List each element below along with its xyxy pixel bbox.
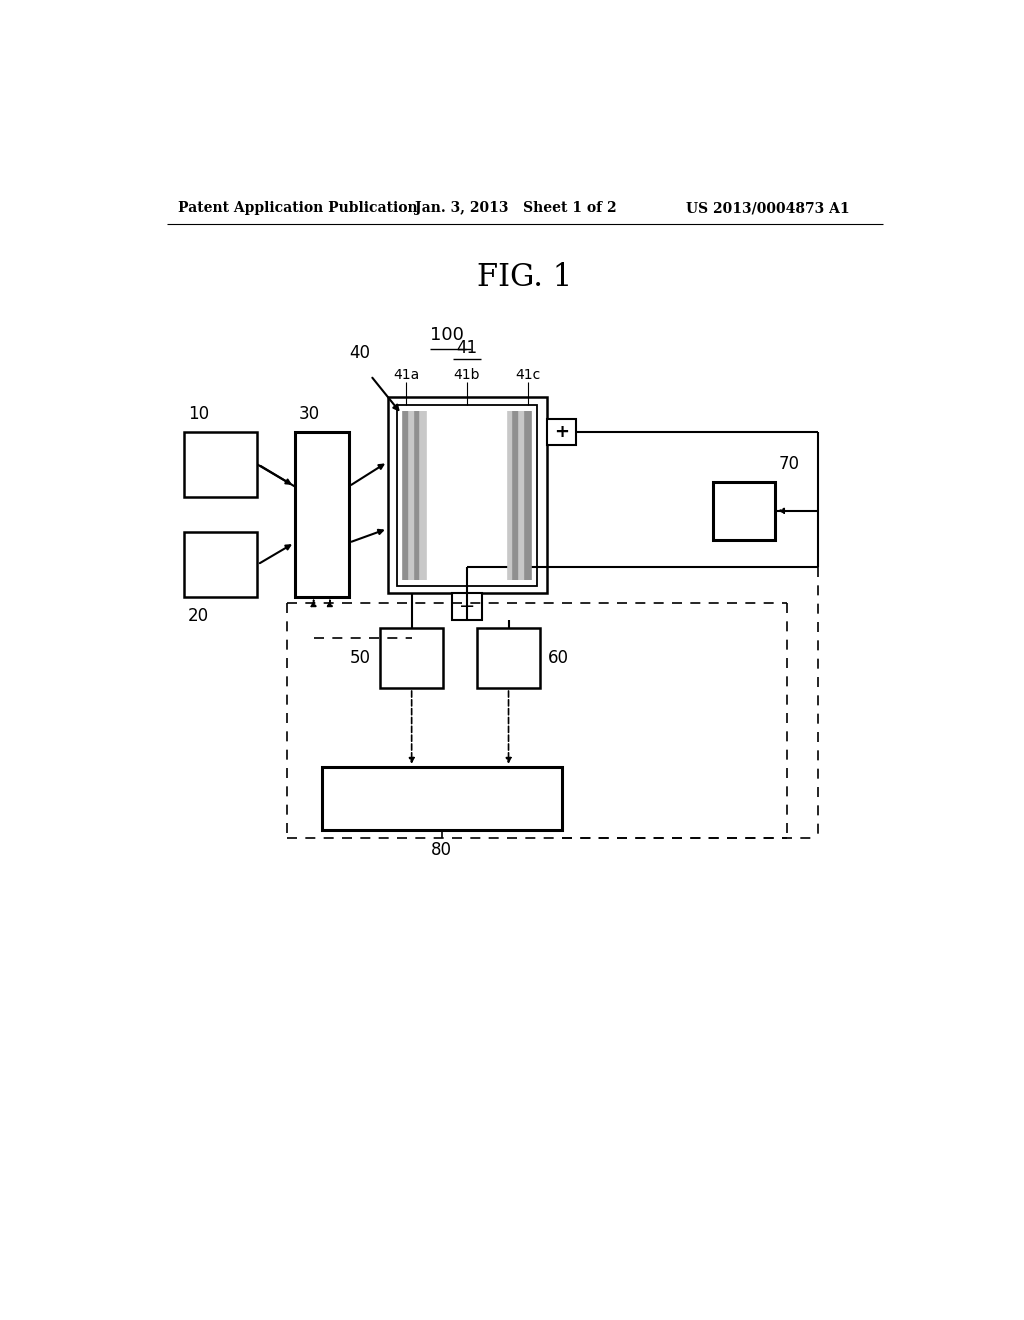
Text: Patent Application Publication: Patent Application Publication (178, 202, 418, 215)
Text: 41a: 41a (393, 368, 420, 381)
Text: +: + (554, 422, 568, 441)
Text: 60: 60 (548, 649, 569, 667)
Bar (183, 432, 257, 498)
Bar (183, 532, 257, 597)
Text: 50: 50 (349, 649, 371, 667)
Text: 100: 100 (430, 326, 464, 345)
Text: 70: 70 (779, 454, 800, 473)
Bar (322, 767, 562, 830)
Text: 30: 30 (299, 404, 319, 422)
Bar (477, 628, 541, 688)
Text: 10: 10 (187, 404, 209, 422)
Text: 41b: 41b (454, 368, 480, 381)
Bar (713, 482, 775, 540)
Text: FIG. 1: FIG. 1 (477, 263, 572, 293)
Bar (380, 628, 443, 688)
Bar (397, 405, 538, 586)
Bar (295, 432, 349, 597)
Text: 80: 80 (431, 841, 453, 859)
Text: 41: 41 (457, 339, 477, 358)
Text: 41c: 41c (515, 368, 541, 381)
Text: −: − (459, 597, 475, 616)
Bar (547, 418, 575, 445)
Text: Jan. 3, 2013   Sheet 1 of 2: Jan. 3, 2013 Sheet 1 of 2 (415, 202, 616, 215)
Text: 20: 20 (187, 607, 209, 624)
Bar (388, 397, 547, 594)
Text: US 2013/0004873 A1: US 2013/0004873 A1 (686, 202, 850, 215)
Bar (453, 594, 481, 619)
Text: 40: 40 (349, 345, 370, 363)
